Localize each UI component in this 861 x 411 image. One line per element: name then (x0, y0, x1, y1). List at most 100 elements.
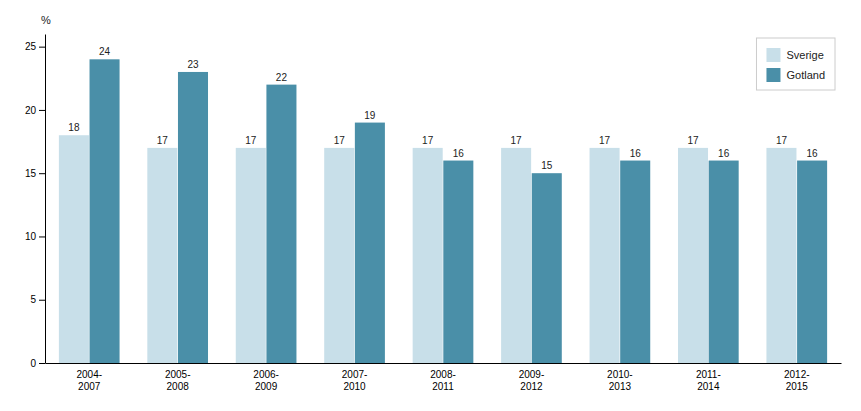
bar (355, 123, 385, 363)
x-tick-label-line: 2008 (167, 381, 190, 392)
chart: 05101520252004-20072005-20082006-2009200… (0, 0, 861, 411)
x-tick-label: 2004-2007 (76, 369, 102, 392)
bar (443, 161, 473, 363)
x-tick-label-line: 2013 (609, 381, 632, 392)
legend-swatch (766, 68, 780, 82)
x-tick: 2012-2015 (784, 369, 810, 392)
x-tick: 2008-2011 (430, 369, 456, 392)
y-tick-label: 25 (25, 41, 37, 52)
y-tick: 0 (30, 358, 45, 369)
y-tick-label: 15 (25, 168, 37, 179)
x-tick-label-line: 2008- (430, 369, 456, 380)
bar (590, 148, 620, 363)
x-tick: 2006-2009 (253, 369, 279, 392)
data-label: 17 (511, 135, 523, 146)
bar (147, 148, 177, 363)
legend-item: Gotland (766, 68, 825, 82)
x-tick-label-line: 2005- (165, 369, 191, 380)
data-label: 16 (807, 148, 819, 159)
x-tick-label: 2007-2010 (342, 369, 368, 392)
bar (178, 72, 208, 363)
x-tick-label-line: 2007- (342, 369, 368, 380)
y-tick: 5 (30, 294, 45, 305)
y-tick-mark (39, 47, 45, 48)
data-label: 17 (422, 135, 434, 146)
data-label: 23 (187, 59, 199, 70)
data-label: 15 (541, 160, 553, 171)
bar (501, 148, 531, 363)
y-tick-label: 0 (30, 358, 36, 369)
bar (90, 59, 120, 363)
legend-frame (756, 38, 835, 90)
bar (532, 173, 562, 363)
data-label: 16 (453, 148, 465, 159)
x-tick-label-line: 2011 (432, 381, 454, 392)
x-tick-label-line: 2012- (784, 369, 810, 380)
bar (413, 148, 443, 363)
x-tick-label-line: 2009 (255, 381, 278, 392)
y-tick-mark (39, 236, 45, 237)
x-tick-label: 2009-2012 (519, 369, 545, 392)
bar (766, 148, 796, 363)
y-tick-label: 20 (25, 105, 37, 116)
bar (620, 161, 650, 363)
bar (709, 161, 739, 363)
y-tick-mark (39, 173, 45, 174)
y-tick: 20 (25, 105, 45, 116)
bar (59, 135, 89, 363)
y-axis: 0 5 10 15 20 25 (25, 35, 46, 369)
x-tick-label-line: 2012 (520, 381, 543, 392)
data-labels: 181717171717171717242322191615161616 (68, 46, 818, 171)
legend: Sverige Gotland (756, 38, 835, 90)
x-tick-label-line: 2010 (343, 381, 366, 392)
bar-series (90, 59, 828, 363)
x-tick-label-line: 2014 (697, 381, 720, 392)
legend-label: Sverige (786, 49, 823, 61)
x-tick: 2009-2012 (519, 369, 545, 392)
data-label: 17 (245, 135, 257, 146)
y-tick: 15 (25, 168, 45, 179)
data-label: 22 (276, 72, 288, 83)
x-tick: 2004-2007 (76, 369, 102, 392)
y-tick-mark (39, 110, 45, 111)
bars (59, 59, 827, 363)
x-axis-line (46, 363, 842, 364)
data-label-series: 181717171717171717 (68, 122, 787, 146)
bar-series (59, 135, 797, 363)
x-tick-label-line: 2011- (696, 369, 721, 380)
data-label: 17 (687, 135, 699, 146)
data-label: 17 (599, 135, 611, 146)
y-axis-line (45, 35, 46, 364)
x-tick-label-line: 2010- (607, 369, 633, 380)
x-tick-label-line: 2006- (253, 369, 279, 380)
chart-container: 05101520252004-20072005-20082006-2009200… (0, 0, 861, 411)
x-tick: 2011-2014 (696, 369, 721, 392)
x-tick-label-line: 2015 (786, 381, 809, 392)
legend-label: Gotland (786, 69, 825, 81)
y-tick-label: 10 (25, 231, 37, 242)
x-tick-label: 2012-2015 (784, 369, 810, 392)
data-label: 16 (718, 148, 730, 159)
x-tick: 2007-2010 (342, 369, 368, 392)
x-tick: 2010-2013 (607, 369, 633, 392)
legend-swatch (766, 48, 780, 62)
data-label: 17 (776, 135, 788, 146)
legend-item: Sverige (766, 48, 823, 62)
y-tick: 10 (25, 231, 45, 242)
y-tick-mark (39, 300, 45, 301)
data-label: 18 (68, 122, 80, 133)
data-label-series: 242322191615161616 (99, 46, 818, 171)
x-axis: 2004-2007 2005-2008 2006-2009 2007-2010 2008… (46, 364, 842, 392)
data-label: 17 (157, 135, 169, 146)
bar (797, 161, 827, 363)
x-tick-label-line: 2004- (76, 369, 102, 380)
y-tick: 25 (25, 41, 45, 52)
y-axis-label: % (41, 14, 51, 26)
bar (678, 148, 708, 363)
plot: 05101520252004-20072005-20082006-2009200… (25, 14, 842, 392)
x-tick-label: 2008-2011 (430, 369, 456, 392)
bar (324, 148, 354, 363)
data-label: 24 (99, 46, 111, 57)
y-tick-label: 5 (30, 294, 36, 305)
x-tick-label: 2005-2008 (165, 369, 191, 392)
